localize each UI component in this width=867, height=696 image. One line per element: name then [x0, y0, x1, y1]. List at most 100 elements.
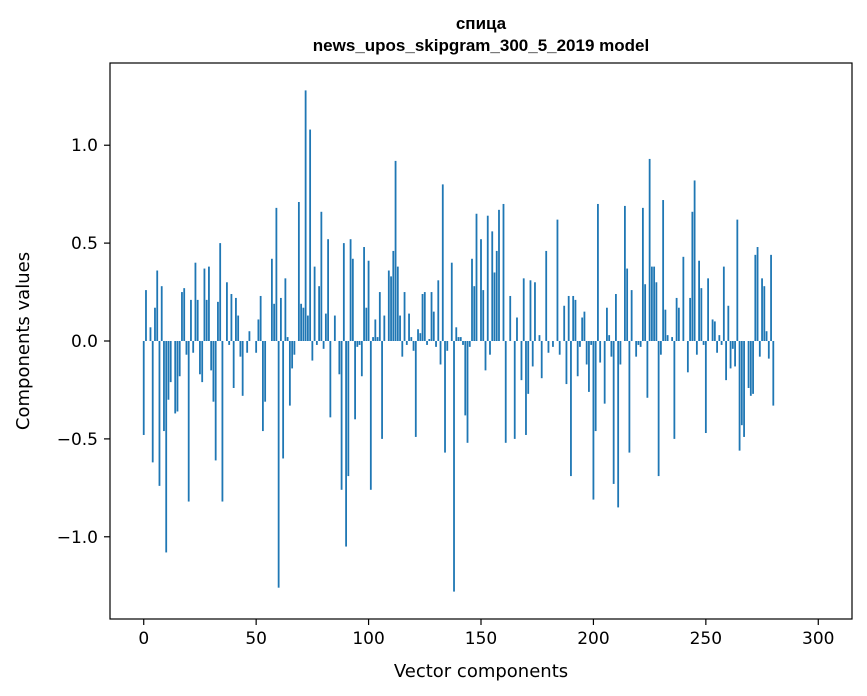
chart-title: спица	[456, 14, 507, 33]
bar-component-179	[545, 250, 548, 341]
bar-component-114	[399, 315, 401, 341]
bar-component-265	[738, 341, 741, 451]
bar-component-120	[412, 341, 415, 351]
bar-component-58	[273, 303, 276, 341]
bar-component-272	[754, 254, 757, 341]
bar-component-107	[383, 315, 386, 341]
bar-component-256	[718, 335, 721, 341]
bar-component-170	[525, 341, 527, 435]
bar-component-101	[369, 341, 372, 490]
bar-component-243	[689, 297, 692, 341]
bar-component-62	[282, 341, 285, 459]
bar-component-269	[747, 341, 750, 388]
bar-component-92	[349, 239, 352, 341]
bar-component-174	[534, 282, 536, 341]
bar-component-22	[192, 341, 195, 353]
bar-component-112	[394, 160, 397, 341]
bar-component-203	[599, 341, 602, 363]
bar-component-109	[387, 270, 390, 341]
bar-component-16	[178, 341, 181, 377]
bar-component-47	[248, 331, 251, 341]
bar-component-124	[421, 294, 424, 341]
bar-component-116	[403, 292, 406, 341]
bar-component-270	[749, 341, 752, 396]
bar-component-117	[405, 341, 408, 345]
bar-component-216	[628, 341, 631, 453]
bar-component-81	[324, 313, 327, 341]
bar-component-263	[734, 341, 736, 367]
bar-component-96	[358, 341, 361, 345]
bar-component-26	[201, 341, 204, 383]
y-tick-label: −0.5	[57, 430, 98, 450]
bar-component-195	[581, 317, 584, 341]
bar-component-51	[257, 319, 260, 341]
bar-component-85	[333, 315, 336, 341]
bar-component-259	[725, 341, 727, 381]
plot-frame	[109, 62, 853, 620]
bar-component-126	[426, 341, 428, 345]
bar-component-138	[453, 341, 455, 592]
bar-component-247	[698, 260, 700, 341]
y-tick-label: −1.0	[57, 528, 98, 548]
bar-component-185	[558, 341, 561, 355]
bar-component-157	[495, 250, 498, 341]
bar-component-254	[713, 321, 716, 341]
bar-component-215	[626, 268, 629, 341]
bar-component-248	[700, 288, 703, 341]
bar-component-278	[767, 341, 770, 359]
bar-component-33	[217, 301, 219, 341]
bar-component-274	[758, 341, 761, 357]
bar-component-14	[174, 341, 177, 414]
bar-component-192	[574, 299, 577, 341]
bar-component-189	[567, 295, 570, 341]
bar-component-6	[156, 270, 159, 341]
bar-component-190	[570, 341, 572, 477]
bar-component-227	[653, 266, 656, 341]
bar-component-211	[617, 341, 620, 508]
bar-component-172	[529, 280, 532, 341]
bar-component-271	[752, 341, 754, 394]
bar-component-188	[565, 341, 568, 385]
bar-component-111	[392, 250, 395, 341]
bar-component-148	[475, 213, 478, 341]
bar-component-246	[695, 341, 698, 355]
bar-component-76	[313, 266, 316, 341]
bar-component-82	[327, 239, 329, 341]
bar-component-66	[291, 341, 294, 369]
bar-component-72	[304, 90, 307, 341]
bar-component-231	[662, 200, 665, 341]
bar-component-89	[342, 243, 345, 341]
bar-component-210	[615, 294, 617, 341]
bar-component-223	[644, 284, 647, 341]
bar-component-115	[401, 341, 404, 357]
bar-component-184	[556, 219, 559, 341]
bar-component-17	[181, 292, 183, 341]
bar-component-206	[606, 307, 608, 341]
bar-component-104	[376, 337, 379, 341]
x-tick-label: 250	[690, 629, 722, 649]
bar-component-64	[286, 337, 289, 341]
bar-component-198	[588, 341, 590, 392]
bar-component-143	[464, 341, 467, 416]
y-axis-ticks: −1.0 −0.5 0.0 0.5 1.0	[57, 136, 110, 548]
bar-component-151	[482, 290, 485, 341]
bar-component-34	[219, 243, 222, 341]
bar-component-105	[378, 292, 381, 341]
bar-component-187	[563, 305, 566, 341]
bar-component-261	[729, 341, 732, 369]
bar-component-245	[693, 180, 696, 341]
bar-component-79	[320, 211, 323, 341]
bar-component-60	[277, 341, 280, 588]
bar-component-7	[158, 341, 161, 486]
bar-component-102	[372, 337, 374, 341]
bar-component-228	[655, 282, 658, 341]
bar-component-224	[646, 341, 649, 398]
bar-component-166	[516, 317, 518, 341]
bar-component-69	[297, 202, 300, 341]
bar-component-3	[149, 327, 152, 341]
bar-component-194	[579, 341, 581, 347]
bar-component-134	[444, 341, 446, 453]
bar-component-238	[677, 307, 680, 341]
bar-component-97	[360, 341, 363, 377]
